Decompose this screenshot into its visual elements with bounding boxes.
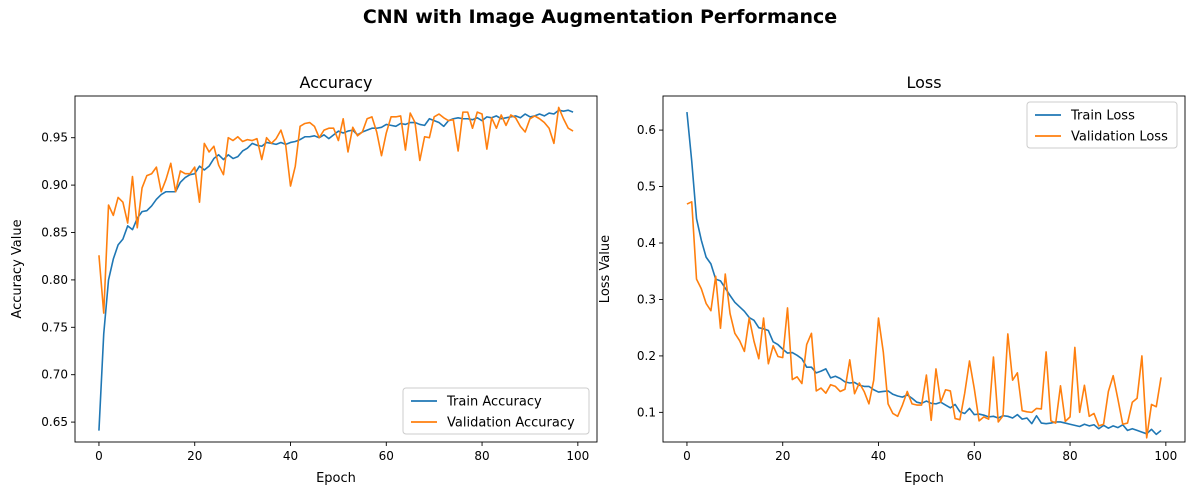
y-tick-label: 0.90	[41, 178, 68, 192]
x-tick-label: 20	[775, 449, 790, 463]
figure-title: CNN with Image Augmentation Performance	[362, 6, 838, 28]
chart-title: Loss	[906, 73, 941, 92]
y-tick-label: 0.70	[41, 368, 68, 382]
legend-frame	[1026, 101, 1178, 149]
x-axis-label: Epoch	[904, 471, 944, 486]
legend: Train Loss Validation Loss	[1026, 101, 1178, 149]
legend-label: Train Accuracy	[446, 395, 542, 410]
chart-0: Accuracy 0 20 40 60 80 100 0.65 0.70 0.75 0.80 0.85…	[10, 73, 598, 486]
y-tick-label: 0.95	[41, 131, 68, 145]
chart-title: Accuracy	[299, 73, 372, 92]
x-tick-label: 80	[474, 449, 489, 463]
x-axis-label: Epoch	[316, 471, 356, 486]
y-axis-label: Accuracy Value	[10, 219, 25, 318]
series-line-validation	[686, 200, 1162, 439]
y-tick-label: 0.5	[637, 180, 656, 194]
axes-frame	[662, 95, 1186, 443]
x-tick-label: 40	[283, 449, 298, 463]
axes-frame	[74, 95, 598, 443]
x-tick-label: 0	[683, 449, 691, 463]
x-tick-label: 0	[95, 449, 103, 463]
y-tick-label: 0.4	[637, 236, 656, 250]
y-tick-label: 0.1	[637, 405, 656, 419]
y-tick-label: 0.6	[637, 123, 656, 137]
legend-label: Validation Accuracy	[447, 416, 575, 431]
x-tick-label: 60	[967, 449, 982, 463]
x-tick-label: 100	[566, 449, 589, 463]
series-line-train	[98, 109, 574, 431]
y-tick-label: 0.80	[41, 273, 68, 287]
legend-label: Validation Loss	[1071, 130, 1168, 145]
chart-1: Loss 0 20 40 60 80 100 0.1 0.2 0.3 0.4 0.5 0.6 Epoch L…	[598, 73, 1186, 486]
x-tick-label: 40	[871, 449, 886, 463]
x-tick-label: 20	[187, 449, 202, 463]
y-tick-label: 0.85	[41, 226, 68, 240]
y-axis-label: Loss Value	[598, 235, 613, 303]
series-line-train	[686, 111, 1162, 436]
legend-label: Train Loss	[1070, 109, 1135, 124]
legend-frame	[402, 387, 590, 435]
y-tick-label: 0.2	[637, 349, 656, 363]
y-tick-label: 0.65	[41, 415, 68, 429]
y-tick-label: 0.3	[637, 292, 656, 306]
x-tick-label: 100	[1154, 449, 1177, 463]
series-line-validation	[98, 106, 574, 314]
x-tick-label: 60	[379, 449, 394, 463]
x-tick-label: 80	[1062, 449, 1077, 463]
y-tick-label: 0.75	[41, 320, 68, 334]
legend: Train Accuracy Validation Accuracy	[402, 387, 590, 435]
